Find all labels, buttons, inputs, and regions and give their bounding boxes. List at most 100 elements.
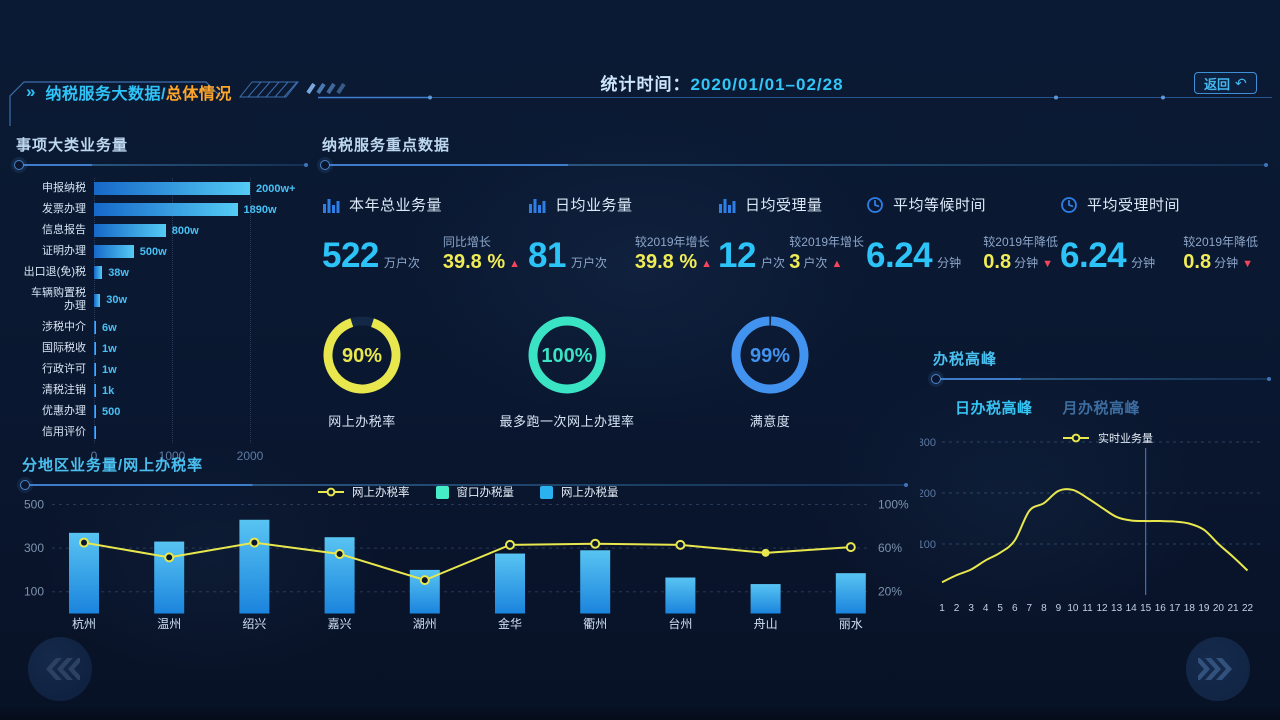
donut-label: 网上办税率: [328, 414, 396, 429]
svg-text:1: 1: [939, 603, 945, 614]
category-bar: [94, 363, 96, 376]
region-legend: 网上办税率 窗口办税量 网上办税量: [318, 484, 619, 500]
section-divider: [931, 374, 1271, 384]
svg-text:12: 12: [1096, 603, 1108, 614]
tab-monthly-peak[interactable]: 月办税高峰: [1062, 400, 1141, 417]
svg-text:100: 100: [24, 585, 44, 599]
svg-text:300: 300: [920, 437, 936, 449]
prev-page-button[interactable]: [28, 637, 92, 701]
bar-chart-icon: [323, 198, 340, 213]
legend-online-volume[interactable]: 网上办税量: [540, 484, 619, 500]
category-row: 发票办理 1890w: [42, 202, 277, 216]
line-marker-icon: [1063, 433, 1089, 443]
kpi-row: 本年总业务量 522 万户次 同比增长 39.8 % ▲ 日均业务量 81 万户次 较2019年增…: [0, 194, 1280, 278]
svg-text:100%: 100%: [541, 345, 592, 367]
legend-label: 窗口办税量: [456, 487, 515, 499]
breadcrumb-root: 纳税服务大数据/: [45, 86, 166, 103]
kpi-card-4: 平均等候时间 6.24 分钟 较2019年降低 0.8 分钟 ▼: [866, 194, 1058, 273]
category-row: 证明办理 500w: [42, 244, 167, 258]
donut-gauge-3: 99% 满意度: [670, 312, 870, 430]
trend-down-icon: ▼: [1242, 257, 1254, 270]
category-row: 清税注销 1k: [42, 383, 115, 397]
legend-online-rate[interactable]: 网上办税率: [318, 484, 410, 500]
svg-text:18: 18: [1184, 603, 1196, 614]
svg-text:9: 9: [1056, 603, 1062, 614]
back-button-label: 返回: [1204, 76, 1231, 92]
svg-text:20%: 20%: [878, 585, 902, 599]
svg-text:10: 10: [1067, 603, 1079, 614]
region-bar: [495, 553, 525, 614]
category-row: 涉税中介 6w: [42, 320, 117, 334]
category-row: 申报纳税 2000w+: [42, 181, 296, 195]
peak-legend[interactable]: 实时业务量: [1063, 430, 1271, 446]
section-title-category: 事项大类业务量: [16, 137, 129, 154]
panel-tax-peak: 办税高峰 日办税高峰 月办税高峰 实时业务量: [931, 348, 1271, 446]
chevrons-left-icon: [46, 658, 80, 680]
svg-text:丽水: 丽水: [839, 617, 863, 631]
back-button[interactable]: 返回 ↶: [1194, 72, 1257, 94]
svg-text:湖州: 湖州: [413, 616, 437, 631]
svg-text:14: 14: [1126, 603, 1138, 614]
category-bar: [94, 224, 166, 237]
svg-text:舟山: 舟山: [754, 617, 778, 631]
category-row: 出口退(免)税 38w: [23, 265, 129, 279]
region-bar: [154, 541, 185, 614]
kpi-title: 本年总业务量: [349, 197, 443, 214]
legend-counter-volume[interactable]: 窗口办税量: [435, 484, 515, 500]
category-row: 行政许可 1w: [42, 362, 117, 376]
region-combo-chart: 500 100% 300 60% 100 20% 杭州 温州 绍兴 嘉兴 湖州 金华 衢州 台州 舟山 丽水: [24, 498, 909, 632]
svg-text:杭州: 杭州: [72, 616, 96, 631]
stats-time: 统计时间：2020/01/01–02/28: [472, 70, 972, 95]
section-title-peak: 办税高峰: [933, 351, 998, 368]
donut-label: 最多跑一次网上办理率: [499, 414, 635, 429]
bar-chart-icon: [719, 198, 736, 213]
breadcrumb-current: 总体情况: [165, 86, 232, 103]
category-bar: [94, 321, 96, 334]
svg-text:8: 8: [1041, 603, 1047, 614]
panel-key-data: 纳税服务重点数据: [320, 134, 1268, 170]
clock-icon: [867, 196, 883, 213]
legend-label: 网上办税率: [352, 487, 410, 499]
category-bar: [94, 405, 96, 418]
svg-text:2: 2: [954, 603, 960, 614]
next-page-button[interactable]: [1186, 637, 1250, 701]
category-bar: [94, 203, 238, 216]
trend-up-icon: ▲: [701, 257, 712, 270]
region-bar: [324, 537, 355, 614]
svg-text:嘉兴: 嘉兴: [328, 617, 352, 631]
svg-text:温州: 温州: [157, 617, 181, 631]
category-bar: [94, 245, 134, 258]
category-row: 国际税收 1w: [42, 341, 117, 355]
region-bar: [835, 573, 866, 614]
donut-gauge-2: 100% 最多跑一次网上办理率: [467, 312, 667, 430]
section-title-key-data: 纳税服务重点数据: [322, 137, 451, 154]
svg-text:500: 500: [24, 498, 44, 512]
kpi-title: 日均受理量: [745, 197, 823, 214]
svg-text:100%: 100%: [878, 498, 909, 512]
kpi-value: 522: [322, 236, 379, 276]
category-bar: [94, 384, 96, 397]
region-bar: [580, 550, 611, 614]
svg-text:200: 200: [920, 488, 936, 500]
kpi-card-1: 本年总业务量 522 万户次 同比增长 39.8 % ▲: [322, 194, 520, 276]
svg-text:22: 22: [1242, 603, 1254, 614]
category-bar: [94, 182, 250, 195]
kpi-card-2: 日均业务量 81 万户次 较2019年增长 39.8 % ▲: [528, 194, 712, 273]
peak-legend-label: 实时业务量: [1098, 433, 1153, 445]
svg-text:15: 15: [1140, 603, 1152, 614]
section-divider: [20, 480, 908, 490]
breadcrumb[interactable]: » 纳税服务大数据/总体情况: [26, 80, 232, 104]
category-bar: [94, 426, 96, 439]
kpi-card-3: 日均受理量 12 户次 较2019年增长 3 户次 ▲: [718, 194, 864, 276]
svg-text:100: 100: [920, 539, 936, 551]
category-bar: [94, 342, 96, 355]
donut-ring: 90%: [323, 316, 401, 394]
category-bar: [94, 266, 103, 279]
gridline: [250, 178, 251, 443]
region-bar: [239, 519, 270, 614]
tab-daily-peak[interactable]: 日办税高峰: [955, 400, 1033, 417]
kpi-card-5: 平均受理时间 6.24 分钟 较2019年降低 0.8 分钟 ▼: [1060, 194, 1258, 273]
svg-text:20: 20: [1213, 603, 1225, 614]
kpi-value: 12: [718, 236, 756, 276]
svg-text:21: 21: [1227, 603, 1239, 614]
